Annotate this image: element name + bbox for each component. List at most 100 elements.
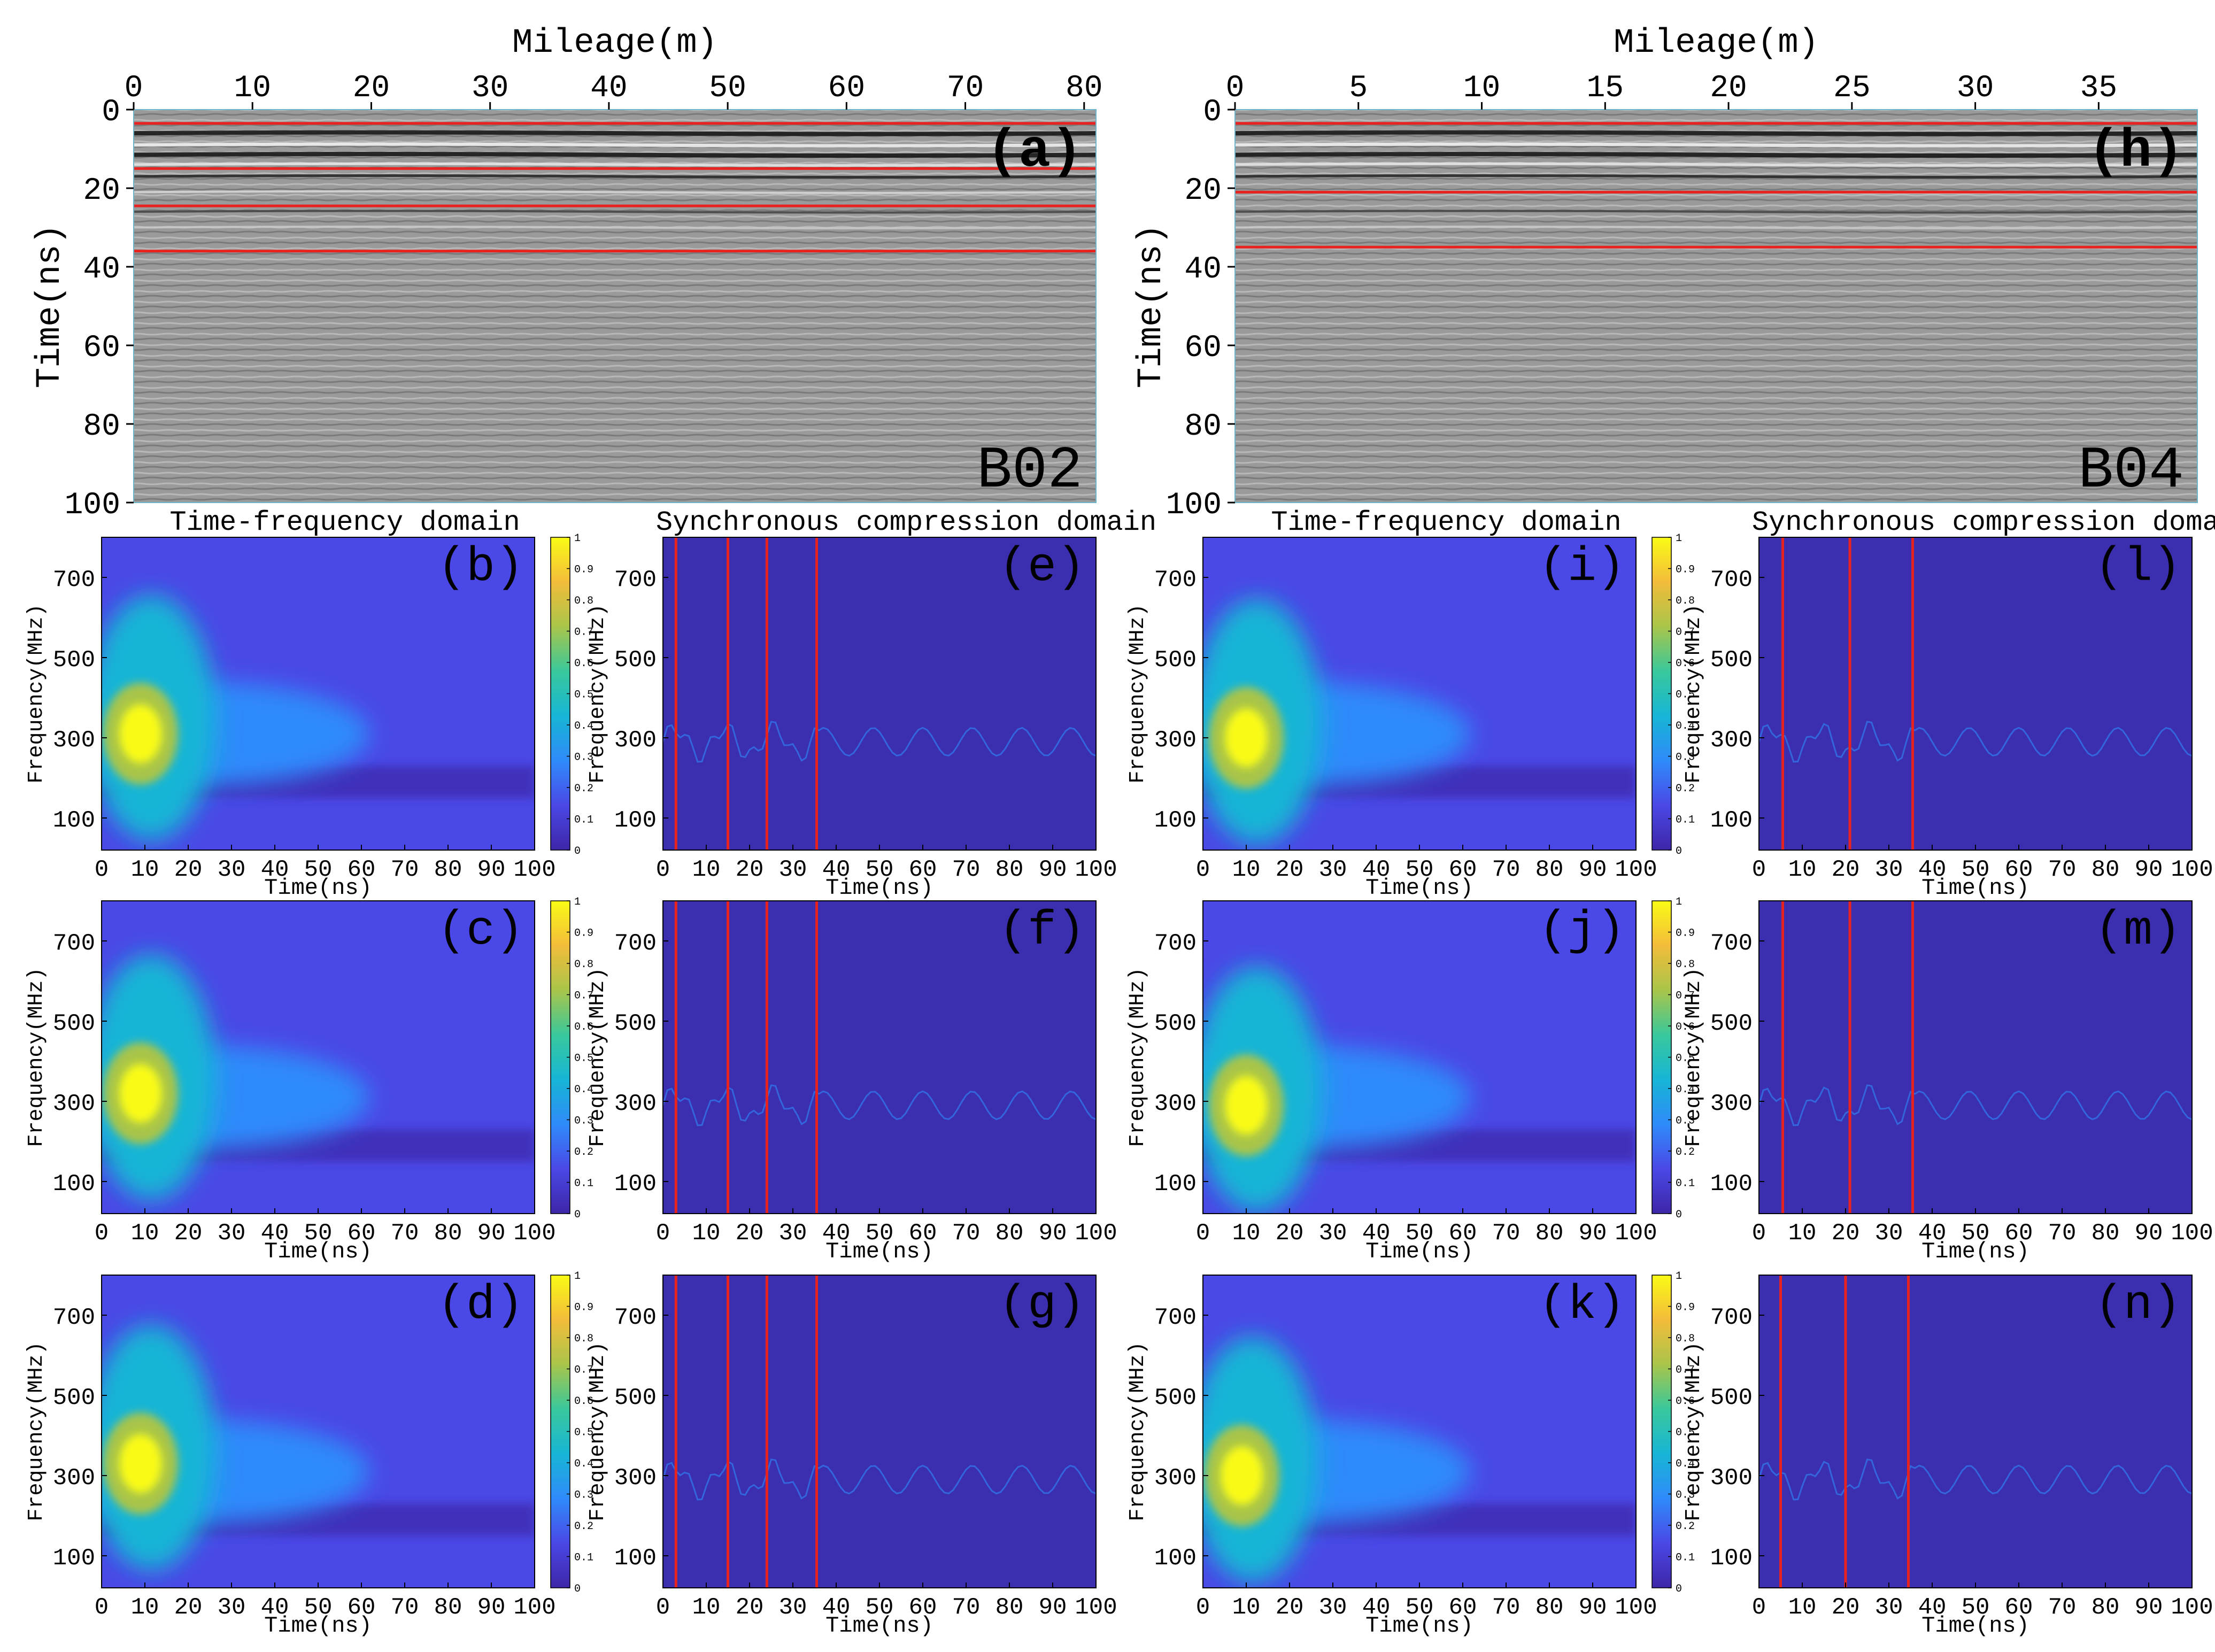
- heatmap-background: [663, 537, 1096, 850]
- x-tick-label: 50: [304, 1594, 333, 1621]
- panel-label: (e): [999, 541, 1085, 595]
- x-tick-label: 90: [1579, 1594, 1607, 1621]
- x-tick-label: 70: [952, 1594, 981, 1621]
- heatmap-background: [663, 1275, 1096, 1588]
- tf-panel-k: 0 10 20 30 40 50 60 70 80 90 100100300500700Time(n…: [1126, 1270, 1695, 1639]
- x-tick-label: 80: [2091, 1594, 2120, 1621]
- sc-panel-l: 0 10 20 30 40 50 60 70 80 90 100 100 300 500 700 Time(n…: [1682, 507, 2215, 901]
- x-tick-label: 90: [1579, 856, 1607, 883]
- colorbar-tick-label: 0.7: [1676, 627, 1695, 639]
- x-tick-label: 10: [692, 1594, 721, 1621]
- colorbar-tick-label: 0.4: [574, 720, 593, 732]
- y-tick-label: 100: [1710, 807, 1753, 834]
- y-tick-label: 500: [1710, 647, 1753, 674]
- colorbar-tick-label: 0.3: [1676, 1489, 1695, 1502]
- colorbar-tick-label: 0.7: [574, 627, 593, 639]
- y-tick-label: 500: [1710, 1010, 1753, 1037]
- y-axis-title: Frequency(MHz): [1126, 604, 1150, 783]
- x-tick-label: 0: [1752, 856, 1766, 883]
- x-tick-label: 80: [1535, 1220, 1564, 1247]
- x-tick-label: 0: [95, 1594, 109, 1621]
- x-axis-title: Time(ns): [825, 875, 933, 901]
- y-tick-label: 300: [53, 727, 95, 754]
- colorbar-tick-label: 0.8: [574, 1333, 593, 1345]
- colorbar-tick-label: 0.3: [574, 1489, 593, 1502]
- y-tick-label: 300: [614, 1465, 657, 1492]
- sc-panel-g: 0 10 20 30 40 50 60 70 80 90 100 100 300 500 700 Time(n…: [586, 1275, 1117, 1639]
- x-tick-label: 70: [2048, 1594, 2077, 1621]
- y-tick-label: 100: [1710, 1545, 1753, 1572]
- colorbar-tick-label: 0.3: [574, 1115, 593, 1128]
- colorbar-tick-label: 0.9: [574, 928, 593, 940]
- x-tick-label: 60: [348, 856, 376, 883]
- ridge-trace: [1758, 1458, 2193, 1501]
- colorbar-tick-label: 0: [574, 1209, 581, 1221]
- heatmap-background: [1759, 537, 2192, 850]
- x-axis-title: Time(ns): [1365, 1613, 1473, 1639]
- reflection-band: [133, 174, 1097, 179]
- colorbar-tick-label: 0.7: [574, 1364, 593, 1377]
- colorbar-tick-label: 0.2: [1676, 1520, 1695, 1533]
- y-tick-label: 300: [53, 1091, 95, 1117]
- y-tick-label: 100: [614, 807, 657, 834]
- x-tick-label: 40: [1362, 1220, 1391, 1247]
- colorbar-tick-label: 0.2: [1676, 1146, 1695, 1159]
- x-tick-label: 25: [1833, 71, 1871, 106]
- colorbar-tick-label: 0.7: [1676, 990, 1695, 1002]
- sc-panel-m: 0 10 20 30 40 50 60 70 80 90 100 100 300 500 700 Time(n…: [1682, 900, 2213, 1264]
- colorbar-tick-label: 0.5: [1676, 689, 1695, 701]
- x-tick-label: 60: [2005, 856, 2033, 883]
- y-axis-title: Frequency(MHz): [586, 1341, 610, 1521]
- x-tick-label: 20: [174, 856, 203, 883]
- x-axis-title: Time(ns): [264, 875, 372, 901]
- x-tick-label: 5: [1349, 71, 1368, 106]
- x-tick-label: 20: [736, 856, 764, 883]
- y-tick-label: 700: [53, 1304, 95, 1331]
- y-tick-label: 0: [102, 95, 120, 130]
- x-tick-label: 100: [513, 1220, 555, 1247]
- x-tick-label: 80: [995, 1594, 1024, 1621]
- x-tick-label: 0: [656, 1220, 670, 1247]
- x-tick-label: 0: [125, 71, 143, 106]
- y-tick-label: 500: [53, 1010, 95, 1037]
- colorbar-tick-label: 0.5: [1676, 1053, 1695, 1065]
- y-tick-label: 60: [1184, 331, 1222, 366]
- x-tick-label: 50: [1406, 856, 1434, 883]
- x-tick-label: 30: [1319, 1220, 1347, 1247]
- y-tick-label: 500: [53, 1385, 95, 1411]
- y-tick-label: 100: [1166, 488, 1222, 523]
- y-axis-title: Frequency(MHz): [586, 967, 610, 1147]
- x-tick-label: 70: [1492, 1220, 1521, 1247]
- heatmap-energy: [1203, 1337, 1636, 1582]
- x-tick-label: 80: [434, 1594, 462, 1621]
- colorbar-tick-label: 0.2: [574, 1520, 593, 1533]
- y-axis-title: Time(ns): [1132, 224, 1171, 388]
- x-tick-label: 50: [866, 1220, 894, 1247]
- energy-peak: [119, 1434, 162, 1493]
- y-tick-label: 100: [614, 1545, 657, 1572]
- reflection-band: [1234, 162, 2198, 167]
- colorbar-tick-label: 0: [1676, 1209, 1682, 1221]
- y-axis-title: Frequency(MHz): [25, 1341, 49, 1521]
- x-tick-label: 60: [909, 856, 937, 883]
- x-tick-label: 90: [2135, 1594, 2163, 1621]
- x-tick-label: 10: [1788, 1220, 1817, 1247]
- y-tick-label: 300: [614, 1091, 657, 1117]
- energy-peak: [1220, 1446, 1263, 1505]
- x-tick-label: 90: [477, 1220, 506, 1247]
- panel-label: (c): [437, 904, 524, 959]
- ridge-trace: [662, 1084, 1097, 1126]
- x-tick-label: 100: [513, 856, 555, 883]
- y-tick-label: 100: [1154, 807, 1197, 834]
- x-tick-label: 60: [348, 1594, 376, 1621]
- y-axis-title: Frequency(MHz): [25, 604, 49, 783]
- panel-label: (a): [986, 122, 1083, 182]
- x-tick-label: 100: [513, 1594, 555, 1621]
- x-tick-label: 90: [2135, 1220, 2163, 1247]
- colorbar-tick-label: 0.1: [574, 1552, 593, 1564]
- x-tick-label: 0: [1752, 1220, 1766, 1247]
- colorbar-tick-label: 0.5: [574, 1053, 593, 1065]
- x-axis-title: Mileage(m): [512, 24, 717, 63]
- x-tick-label: 30: [779, 1594, 807, 1621]
